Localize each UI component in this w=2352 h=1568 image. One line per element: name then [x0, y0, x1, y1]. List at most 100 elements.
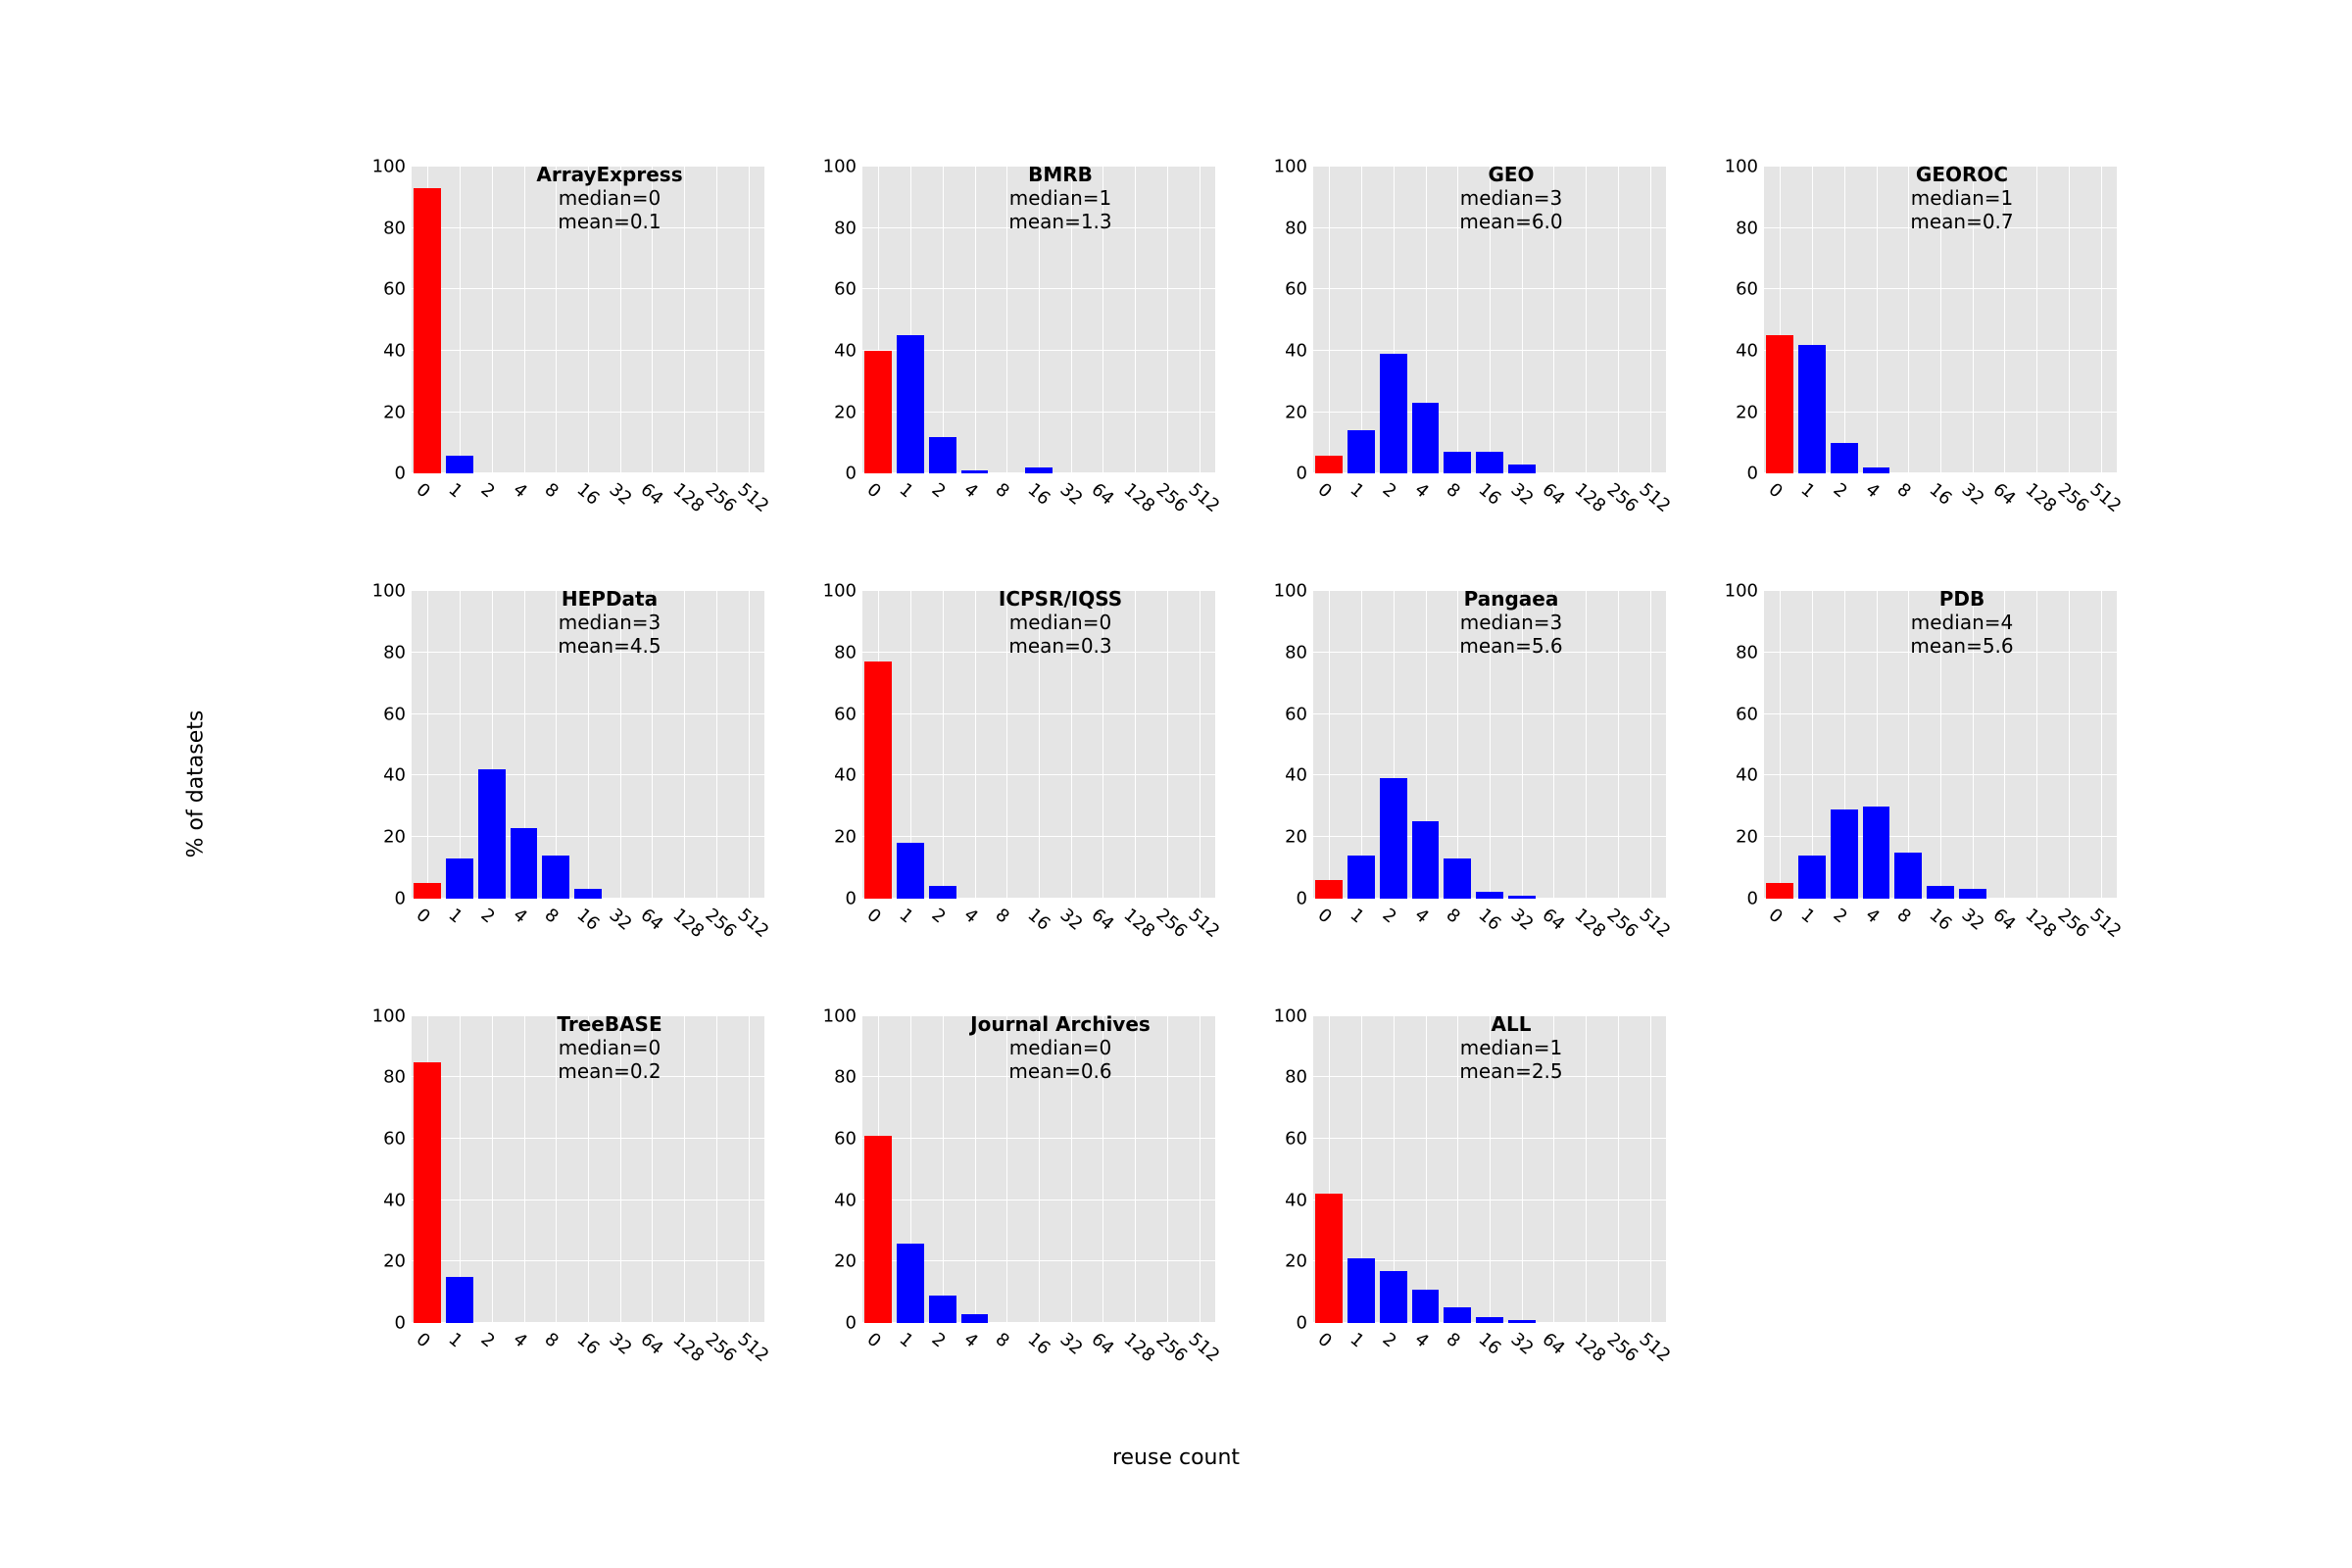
x-tick: 32 — [1506, 1329, 1537, 1359]
bar — [1798, 856, 1826, 899]
y-tick: 0 — [1297, 888, 1313, 908]
x-tick: 256 — [1602, 479, 1642, 516]
x-tick: 128 — [669, 1329, 709, 1366]
y-tick: 100 — [1274, 581, 1313, 602]
panel-title: ArrayExpressmedian=0mean=0.1 — [536, 163, 682, 233]
x-tick: 0 — [1765, 479, 1787, 502]
bar — [1315, 1194, 1343, 1323]
y-tick: 60 — [1736, 279, 1764, 300]
x-tick: 0 — [863, 1329, 885, 1351]
y-tick: 20 — [834, 1251, 862, 1272]
x-tick: 512 — [1184, 479, 1223, 516]
x-tick: 4 — [1861, 905, 1883, 927]
y-tick: 40 — [834, 1190, 862, 1210]
bar — [446, 858, 473, 899]
y-tick: 80 — [1736, 643, 1764, 663]
x-tick: 1 — [1347, 905, 1368, 927]
x-tick: 512 — [1635, 905, 1674, 942]
panel: 02040608010001248163264128256512TreeBASE… — [363, 1006, 774, 1382]
y-tick: 40 — [834, 341, 862, 362]
x-tick: 8 — [541, 905, 563, 927]
y-tick: 100 — [1274, 157, 1313, 177]
x-tick: 2 — [927, 479, 949, 502]
panel-name: GEOROC — [1916, 163, 2008, 186]
x-tick: 8 — [1443, 1329, 1464, 1351]
y-tick: 80 — [1736, 218, 1764, 238]
y-tick: 40 — [383, 765, 412, 786]
panel-mean: mean=0.7 — [1910, 210, 2013, 233]
y-tick: 60 — [383, 279, 412, 300]
y-tick: 80 — [1285, 1067, 1313, 1088]
x-tick: 0 — [413, 905, 434, 927]
y-tick: 0 — [1747, 888, 1764, 908]
panel-mean: mean=4.5 — [558, 634, 661, 658]
y-tick: 40 — [1285, 765, 1313, 786]
x-tick: 0 — [1314, 905, 1336, 927]
x-tick: 16 — [1926, 479, 1956, 510]
bar — [1476, 452, 1503, 473]
x-tick: 512 — [733, 479, 772, 516]
x-tick: 256 — [701, 479, 740, 516]
bar — [1863, 467, 1890, 473]
x-tick: 16 — [1475, 479, 1505, 510]
x-tick: 256 — [1602, 1329, 1642, 1366]
panel-title: GEOROCmedian=1mean=0.7 — [1910, 163, 2013, 233]
x-tick: 256 — [1152, 479, 1191, 516]
bar — [1476, 892, 1503, 898]
x-tick: 0 — [863, 905, 885, 927]
x-tick: 8 — [541, 479, 563, 502]
x-tick: 128 — [2022, 479, 2061, 516]
panel: 02040608010001248163264128256512BMRBmedi… — [813, 157, 1225, 532]
y-tick: 20 — [834, 827, 862, 848]
x-tick: 128 — [1120, 905, 1159, 942]
x-tick: 4 — [959, 479, 981, 502]
x-tick: 4 — [959, 1329, 981, 1351]
y-tick: 100 — [372, 157, 412, 177]
bar — [1508, 465, 1536, 473]
y-tick: 20 — [383, 402, 412, 422]
x-tick: 256 — [1152, 905, 1191, 942]
y-tick: 100 — [823, 581, 862, 602]
panel: 02040608010001248163264128256512Pangaeam… — [1264, 581, 1676, 956]
panel-grid: 02040608010001248163264128256512ArrayExp… — [363, 157, 2127, 1382]
panel-title: GEOmedian=3mean=6.0 — [1459, 163, 1562, 233]
panel-median: median=1 — [1459, 1036, 1562, 1059]
x-tick: 64 — [1539, 479, 1569, 510]
bar — [1798, 345, 1826, 474]
x-tick: 512 — [1184, 905, 1223, 942]
y-tick: 20 — [1285, 1251, 1313, 1272]
x-tick: 16 — [573, 1329, 604, 1359]
panel-mean: mean=0.3 — [999, 634, 1122, 658]
x-tick: 256 — [2053, 479, 2092, 516]
bar — [1412, 821, 1440, 898]
bar — [1412, 403, 1440, 473]
x-tick: 1 — [1347, 479, 1368, 502]
x-tick: 4 — [1410, 905, 1432, 927]
y-tick: 0 — [1297, 464, 1313, 484]
x-tick: 0 — [1314, 1329, 1336, 1351]
bar — [1444, 858, 1471, 899]
x-tick: 16 — [1475, 905, 1505, 935]
x-tick: 2 — [476, 1329, 498, 1351]
y-tick: 100 — [1725, 157, 1764, 177]
y-tick: 40 — [383, 341, 412, 362]
y-tick: 80 — [834, 218, 862, 238]
y-tick: 0 — [395, 464, 412, 484]
x-tick: 512 — [2085, 479, 2125, 516]
panel: 02040608010001248163264128256512GEOmedia… — [1264, 157, 1676, 532]
x-tick: 8 — [992, 479, 1013, 502]
x-tick: 32 — [1055, 905, 1086, 935]
x-tick: 16 — [1024, 1329, 1054, 1359]
panel-mean: mean=2.5 — [1459, 1059, 1562, 1083]
x-tick: 64 — [1088, 905, 1118, 935]
bar — [897, 843, 924, 898]
bar — [1927, 886, 1954, 899]
x-tick: 0 — [1765, 905, 1787, 927]
x-tick: 32 — [1957, 905, 1987, 935]
bar — [446, 1277, 473, 1323]
x-tick: 64 — [637, 1329, 667, 1359]
panel-name: PDB — [1939, 587, 1985, 611]
panel: 02040608010001248163264128256512GEOROCme… — [1715, 157, 2127, 532]
y-tick: 0 — [1297, 1313, 1313, 1334]
y-tick: 20 — [383, 827, 412, 848]
